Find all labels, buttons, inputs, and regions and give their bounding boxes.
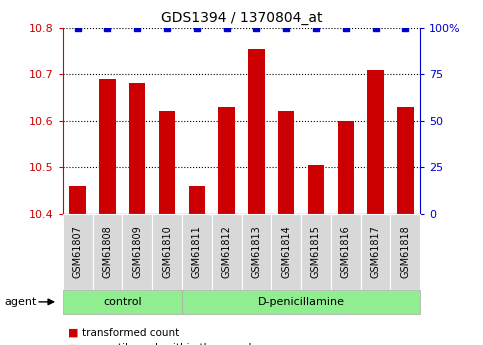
Bar — [248, 49, 265, 214]
Bar — [159, 111, 175, 214]
Bar — [368, 70, 384, 214]
Title: GDS1394 / 1370804_at: GDS1394 / 1370804_at — [161, 11, 322, 25]
Text: D-penicillamine: D-penicillamine — [257, 297, 344, 307]
Text: GSM61809: GSM61809 — [132, 226, 142, 278]
Text: GSM61807: GSM61807 — [72, 225, 83, 278]
Text: GSM61808: GSM61808 — [102, 226, 113, 278]
Text: GSM61816: GSM61816 — [341, 226, 351, 278]
Bar — [218, 107, 235, 214]
Text: GSM61817: GSM61817 — [370, 225, 381, 278]
Text: control: control — [103, 297, 142, 307]
Bar — [129, 83, 145, 214]
Text: GSM61813: GSM61813 — [251, 226, 261, 278]
Text: GSM61812: GSM61812 — [222, 225, 232, 278]
Text: agent: agent — [5, 297, 37, 307]
Text: ■: ■ — [68, 344, 78, 345]
Text: GSM61810: GSM61810 — [162, 226, 172, 278]
Bar — [397, 107, 413, 214]
Text: GSM61811: GSM61811 — [192, 226, 202, 278]
Text: GSM61818: GSM61818 — [400, 226, 411, 278]
Bar — [99, 79, 115, 214]
Bar — [278, 111, 294, 214]
Text: ■: ■ — [68, 328, 78, 338]
Text: GSM61815: GSM61815 — [311, 225, 321, 278]
Bar — [338, 121, 354, 214]
Text: percentile rank within the sample: percentile rank within the sample — [82, 344, 258, 345]
Text: GSM61814: GSM61814 — [281, 226, 291, 278]
Bar — [308, 165, 324, 214]
Bar — [189, 186, 205, 214]
Text: transformed count: transformed count — [82, 328, 179, 338]
Bar — [70, 186, 86, 214]
